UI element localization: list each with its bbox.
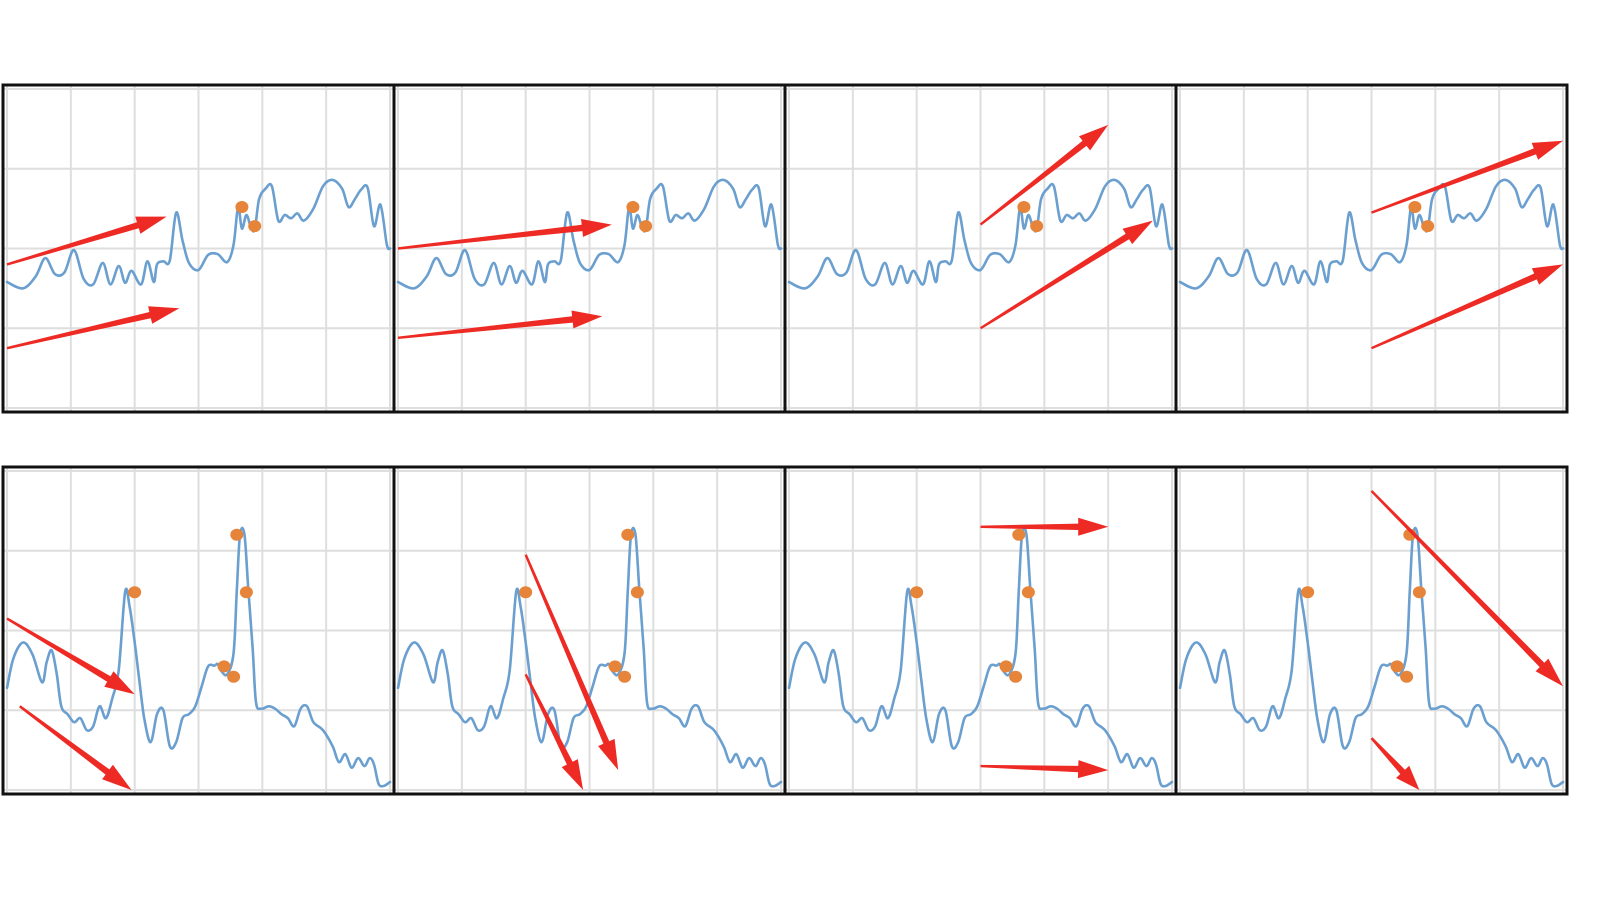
panel-plot-area (1176, 467, 1567, 794)
panel-4 (1174, 83, 1569, 414)
series-line-1 (396, 178, 783, 290)
trend-arrow-2 (1371, 264, 1563, 350)
highlight-point-3 (1021, 586, 1035, 599)
panel-plot-area (3, 467, 394, 794)
highlight-point-2 (621, 528, 635, 541)
highlight-point-5 (618, 670, 632, 683)
panel-8 (1174, 465, 1569, 796)
panel-frame (1174, 83, 1569, 414)
series-line-1 (787, 178, 1174, 290)
series-line-1 (396, 526, 783, 788)
highlight-point-2 (1012, 528, 1026, 541)
trend-arrow-1 (6, 216, 167, 266)
panel-7 (783, 465, 1178, 796)
trend-arrow-1 (397, 219, 612, 250)
trend-arrow-2 (397, 310, 603, 339)
panel-plot-area (394, 85, 785, 412)
trend-arrow-1 (6, 617, 135, 695)
series-line-1 (5, 178, 392, 290)
highlight-point-3 (1412, 586, 1426, 599)
panel-5 (1, 465, 396, 796)
trend-arrow-2 (19, 705, 132, 790)
series-line-1 (1178, 526, 1565, 788)
highlight-point-5 (1009, 670, 1023, 683)
highlight-point-2 (1030, 220, 1044, 233)
highlight-point-2 (1421, 220, 1435, 233)
trend-arrow-2 (979, 220, 1153, 330)
highlight-point-1 (235, 201, 249, 214)
highlight-point-1 (626, 201, 640, 214)
series-line-1 (787, 526, 1174, 788)
series-line-1 (5, 526, 392, 788)
trend-arrow-2 (6, 306, 180, 350)
panel-3 (783, 83, 1178, 414)
panel-frame (1174, 465, 1569, 796)
highlight-point-1 (910, 586, 924, 599)
trend-arrow-1 (524, 554, 619, 771)
panel-6 (392, 465, 787, 796)
panel-plot-area (785, 85, 1176, 412)
panel-plot-area (1176, 85, 1567, 412)
highlight-point-2 (230, 528, 244, 541)
panel-plot-area (785, 467, 1176, 794)
highlight-point-1 (1408, 201, 1422, 214)
highlight-point-1 (1301, 586, 1315, 599)
trend-arrow-1 (980, 517, 1109, 536)
series-line-1 (1178, 178, 1565, 290)
highlight-point-4 (608, 660, 622, 673)
trend-arrow-1 (1371, 140, 1563, 214)
highlight-point-4 (217, 660, 231, 673)
trend-arrow-2 (980, 760, 1109, 779)
highlight-point-1 (1017, 201, 1031, 214)
highlight-point-4 (1390, 660, 1404, 673)
highlight-point-3 (239, 586, 253, 599)
highlight-point-2 (248, 220, 262, 233)
highlight-point-2 (639, 220, 653, 233)
panel-2 (392, 83, 787, 414)
trend-arrow-1 (979, 124, 1109, 226)
trend-arrow-2 (1370, 737, 1420, 790)
panels-group (1, 83, 1569, 796)
highlight-point-1 (519, 586, 533, 599)
panel-plot-area (3, 85, 394, 412)
trend-arrow-2 (524, 673, 584, 790)
highlight-point-5 (1400, 670, 1414, 683)
trend-arrow-1 (1370, 490, 1563, 687)
panel-1 (1, 83, 396, 414)
highlight-point-3 (630, 586, 644, 599)
highlight-point-4 (999, 660, 1013, 673)
highlight-point-1 (128, 586, 142, 599)
panel-plot-area (394, 467, 785, 794)
highlight-point-5 (227, 670, 241, 683)
